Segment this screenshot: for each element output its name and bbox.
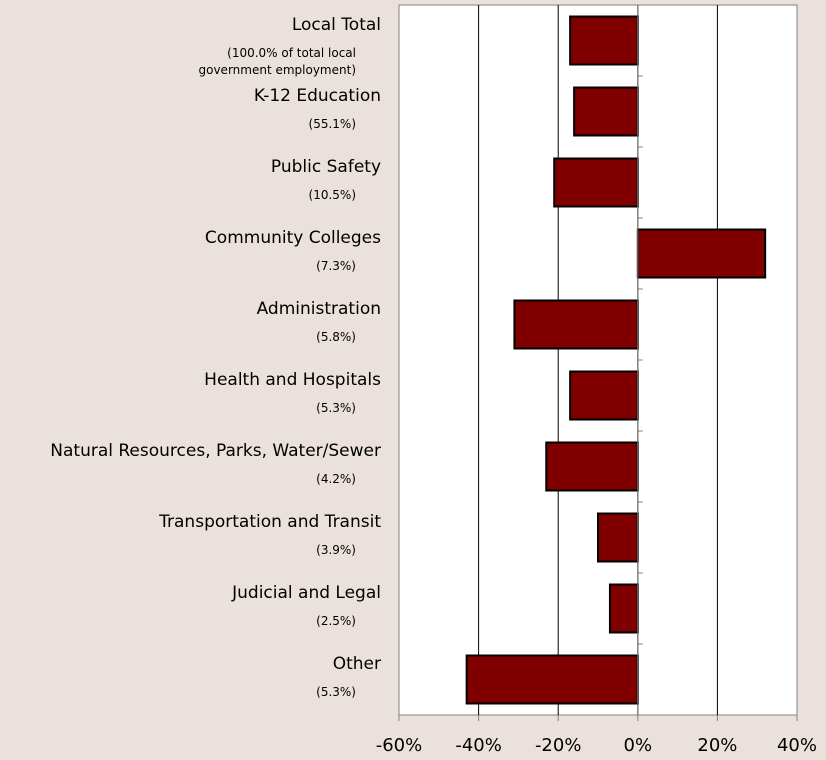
- category-label: Health and Hospitals: [204, 369, 381, 390]
- category-note: (10.5%): [308, 187, 356, 202]
- bar: [573, 86, 639, 137]
- category-note: (5.3%): [316, 400, 356, 415]
- bar: [465, 654, 639, 705]
- category-label: Community Colleges: [204, 227, 381, 248]
- bar: [597, 512, 639, 563]
- category-note: (3.9%): [316, 542, 356, 557]
- x-tick-label: 20%: [697, 735, 737, 756]
- category-note: (2.5%): [316, 613, 356, 628]
- bar: [569, 15, 639, 66]
- category-note: (4.2%): [316, 471, 356, 486]
- category-label: K-12 Education: [253, 85, 381, 106]
- bar: [636, 228, 767, 279]
- bar: [608, 583, 639, 634]
- category-note: (100.0% of total local government employ…: [198, 45, 357, 77]
- bar: [513, 299, 639, 350]
- category-label: Judicial and Legal: [232, 582, 381, 603]
- category-label: Natural Resources, Parks, Water/Sewer: [50, 440, 381, 461]
- x-tick-label: -60%: [376, 735, 423, 756]
- x-tick-label: -40%: [455, 735, 502, 756]
- category-note: (7.3%): [316, 258, 356, 273]
- x-tick-label: 0%: [624, 735, 653, 756]
- category-label: Other: [332, 653, 381, 674]
- bar: [569, 370, 639, 421]
- category-label: Transportation and Transit: [159, 511, 381, 532]
- category-note: (55.1%): [308, 116, 356, 131]
- category-label: Local Total: [291, 14, 381, 35]
- category-label: Administration: [256, 298, 381, 319]
- bar: [553, 157, 639, 208]
- x-tick-label: -20%: [535, 735, 582, 756]
- category-label: Public Safety: [270, 156, 381, 177]
- x-tick-label: 40%: [777, 735, 817, 756]
- category-note: (5.8%): [316, 329, 356, 344]
- category-note: (5.3%): [316, 684, 356, 699]
- bar: [545, 441, 639, 492]
